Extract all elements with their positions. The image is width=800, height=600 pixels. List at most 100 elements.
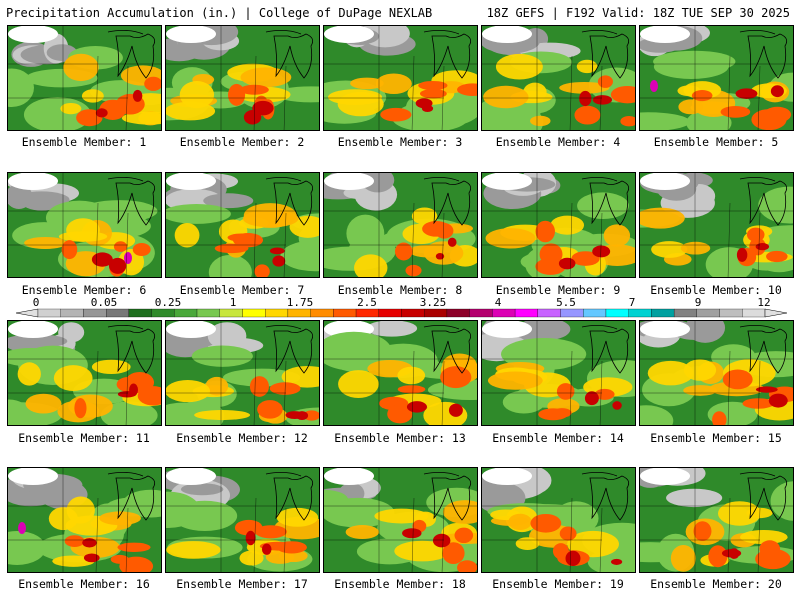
ensemble-member-label: Ensemble Member: 5	[653, 135, 779, 149]
ensemble-panel-10	[639, 172, 794, 278]
legend-swatch	[537, 308, 561, 318]
legend-swatch	[219, 308, 243, 318]
legend-swatch	[469, 308, 493, 318]
legend-swatch	[673, 308, 697, 318]
ensemble-member-label: Ensemble Member: 9	[495, 283, 621, 297]
precip-map	[482, 321, 635, 425]
legend-swatch	[355, 308, 379, 318]
legend-swatch	[401, 308, 425, 318]
legend-swatch	[196, 308, 220, 318]
ensemble-panel-17	[165, 467, 320, 573]
ensemble-panel-16	[7, 467, 162, 573]
legend-swatch	[583, 308, 607, 318]
ensemble-panel-13	[323, 320, 478, 426]
legend-swatch	[424, 308, 448, 318]
precip-map	[166, 26, 319, 130]
precip-map	[324, 173, 477, 277]
ensemble-member-label: Ensemble Member: 19	[492, 577, 624, 591]
color-legend	[15, 308, 788, 318]
precip-map	[8, 321, 161, 425]
ensemble-member-label: Ensemble Member: 18	[334, 577, 466, 591]
ensemble-member-label: Ensemble Member: 1	[21, 135, 147, 149]
legend-tick-label: 0.25	[154, 296, 182, 309]
legend-swatch	[265, 308, 289, 318]
legend-tick-label: 3.25	[419, 296, 447, 309]
legend-swatch	[242, 308, 266, 318]
ensemble-panel-19	[481, 467, 636, 573]
precip-map	[640, 468, 793, 572]
ensemble-panel-9	[481, 172, 636, 278]
ensemble-member-label: Ensemble Member: 6	[21, 283, 147, 297]
legend-swatch	[333, 308, 357, 318]
page-title: Precipitation Accumulation (in.) | Colle…	[6, 6, 433, 20]
legend-swatch	[719, 308, 743, 318]
legend-swatch	[651, 308, 675, 318]
legend-swatch	[514, 308, 538, 318]
ensemble-panel-8	[323, 172, 478, 278]
precip-map	[324, 321, 477, 425]
ensemble-member-label: Ensemble Member: 20	[650, 577, 782, 591]
legend-swatch	[106, 308, 130, 318]
legend-tick-label: 1.75	[286, 296, 314, 309]
ensemble-panel-18	[323, 467, 478, 573]
ensemble-member-label: Ensemble Member: 7	[179, 283, 305, 297]
legend-tick-label: 7	[628, 296, 636, 309]
legend-tick-label: 0.05	[90, 296, 118, 309]
precip-map	[324, 26, 477, 130]
ensemble-member-label: Ensemble Member: 3	[337, 135, 463, 149]
ensemble-member-label: Ensemble Member: 8	[337, 283, 463, 297]
ensemble-panel-7	[165, 172, 320, 278]
legend-tick-label: 12	[757, 296, 771, 309]
ensemble-member-label: Ensemble Member: 4	[495, 135, 621, 149]
precip-map	[8, 468, 161, 572]
legend-swatch	[696, 308, 720, 318]
legend-tick-label: 0	[32, 296, 40, 309]
legend-swatch	[446, 308, 470, 318]
legend-tick-label: 2.5	[357, 296, 377, 309]
model-run-info: 18Z GEFS | F192 Valid: 18Z TUE SEP 30 20…	[486, 6, 790, 20]
legend-swatch	[83, 308, 107, 318]
ensemble-member-label: Ensemble Member: 17	[176, 577, 308, 591]
precip-map	[166, 468, 319, 572]
precip-map	[640, 173, 793, 277]
precip-map	[482, 468, 635, 572]
ensemble-panel-11	[7, 320, 162, 426]
legend-tick-label: 4	[494, 296, 502, 309]
precip-map	[640, 26, 793, 130]
ensemble-panel-6	[7, 172, 162, 278]
ensemble-member-label: Ensemble Member: 11	[18, 431, 150, 445]
ensemble-panel-4	[481, 25, 636, 131]
legend-swatch	[310, 308, 334, 318]
legend-swatch	[742, 308, 766, 318]
precip-map	[640, 321, 793, 425]
ensemble-member-label: Ensemble Member: 15	[650, 431, 782, 445]
ensemble-panel-15	[639, 320, 794, 426]
legend-swatch	[151, 308, 175, 318]
precip-map	[8, 173, 161, 277]
precip-map	[166, 173, 319, 277]
ensemble-member-label: Ensemble Member: 2	[179, 135, 305, 149]
precip-map	[8, 26, 161, 130]
precip-map	[482, 173, 635, 277]
legend-swatch	[174, 308, 198, 318]
ensemble-panel-3	[323, 25, 478, 131]
ensemble-panel-20	[639, 467, 794, 573]
legend-tick-label: 1	[229, 296, 237, 309]
precip-map	[482, 26, 635, 130]
legend-max-arrow	[764, 308, 788, 318]
ensemble-member-label: Ensemble Member: 13	[334, 431, 466, 445]
ensemble-member-label: Ensemble Member: 16	[18, 577, 150, 591]
legend-swatch	[560, 308, 584, 318]
ensemble-member-label: Ensemble Member: 10	[650, 283, 782, 297]
legend-min-arrow	[15, 308, 39, 318]
ensemble-panel-2	[165, 25, 320, 131]
legend-swatch	[287, 308, 311, 318]
legend-swatch	[37, 308, 61, 318]
ensemble-panel-5	[639, 25, 794, 131]
legend-tick-label: 5.5	[556, 296, 576, 309]
legend-swatch	[128, 308, 152, 318]
precip-map	[166, 321, 319, 425]
precip-map	[324, 468, 477, 572]
ensemble-panel-14	[481, 320, 636, 426]
legend-swatch	[628, 308, 652, 318]
